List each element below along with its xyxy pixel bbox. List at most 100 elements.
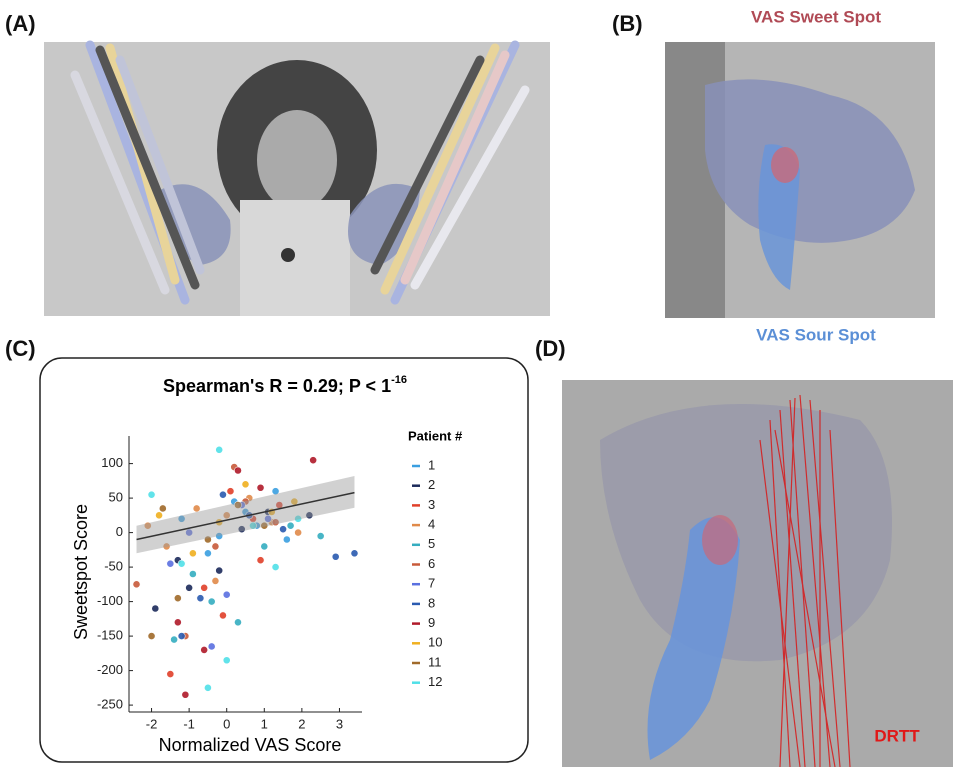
legend-label: 5 [428, 536, 435, 551]
point [234, 501, 242, 509]
chart-title: Spearman's R = 0.29; P < 1-16 [163, 374, 407, 396]
y-tick-label: -250 [97, 697, 123, 712]
legend-label: 10 [428, 635, 442, 650]
point [271, 518, 280, 527]
point [222, 590, 231, 599]
point [286, 521, 295, 530]
point [192, 504, 201, 513]
legend-title: Patient # [408, 428, 463, 443]
point [215, 532, 224, 540]
point [177, 632, 186, 640]
legend-label: 2 [428, 477, 435, 492]
point [147, 632, 156, 640]
point [226, 487, 235, 496]
x-axis-label: Normalized VAS Score [159, 735, 342, 755]
point [219, 490, 227, 499]
panel-b-image [665, 42, 935, 318]
y-tick-label: 0 [116, 524, 123, 539]
point [162, 542, 171, 551]
point [309, 456, 318, 465]
x-tick-label: 1 [261, 716, 268, 731]
point [305, 511, 314, 520]
title-superscript: -16 [391, 374, 407, 386]
y-tick-label: -50 [104, 559, 123, 574]
point [181, 690, 190, 699]
panel-label: (D) [535, 336, 566, 361]
panel-label: (A) [5, 11, 36, 36]
point [256, 556, 265, 565]
point [151, 604, 160, 613]
point [219, 611, 227, 620]
point [200, 646, 209, 654]
legend-label: 12 [428, 674, 442, 689]
point [200, 583, 209, 592]
legend-label: 1 [428, 457, 435, 472]
point [260, 542, 269, 551]
point [158, 504, 167, 513]
fit-line [136, 491, 355, 541]
point [147, 490, 156, 499]
legend-label: 7 [428, 576, 435, 591]
point [143, 521, 152, 530]
sour-spot-label: VAS Sour Spot [756, 325, 876, 344]
point [185, 528, 194, 537]
point [237, 525, 246, 534]
x-tick-label: 0 [223, 716, 230, 731]
legend-label: 3 [428, 497, 435, 512]
y-axis-label: Sweetspot Score [71, 504, 91, 640]
point [215, 566, 224, 575]
point [350, 549, 359, 558]
legend-label: 8 [428, 595, 435, 610]
point [196, 594, 205, 603]
point [222, 656, 231, 665]
point [204, 549, 212, 558]
panel-label: (B) [612, 11, 643, 36]
point [185, 583, 194, 592]
confidence-band [136, 476, 355, 554]
point [234, 466, 242, 475]
legend-label: 9 [428, 615, 435, 630]
y-tick-label: 50 [109, 490, 123, 505]
x-tick-label: 2 [298, 716, 305, 731]
title-text: Spearman's R = 0.29; P < 1 [163, 376, 391, 396]
point [211, 542, 220, 551]
point [279, 525, 287, 534]
point [204, 535, 212, 544]
drtt-label: DRTT [874, 726, 920, 745]
point [256, 483, 265, 492]
point [234, 618, 242, 627]
x-tick-label: -1 [183, 716, 195, 731]
point [204, 683, 212, 692]
point [177, 514, 186, 523]
panel-d-image [562, 380, 953, 768]
legend-label: 11 [428, 654, 442, 669]
point [294, 528, 303, 537]
point [249, 521, 257, 530]
point [132, 580, 141, 589]
legend-label: 4 [428, 517, 435, 532]
point [316, 532, 325, 540]
x-tick-label: -2 [146, 716, 158, 731]
y-tick-label: -200 [97, 662, 123, 677]
point [260, 521, 269, 530]
point [173, 594, 182, 603]
sweet-spot-label: VAS Sweet Spot [751, 7, 881, 26]
point [215, 445, 224, 454]
point [170, 635, 178, 644]
x-tick-label: 3 [336, 716, 343, 731]
point [282, 535, 291, 544]
point [166, 670, 175, 678]
point [207, 642, 216, 651]
point [211, 577, 220, 585]
legend-label: 6 [428, 556, 435, 571]
point [331, 552, 340, 561]
panel-a-image [44, 40, 550, 316]
y-tick-label: 100 [101, 455, 123, 470]
panel-label: (C) [5, 336, 36, 361]
point [155, 511, 163, 520]
y-tick-label: -100 [97, 593, 123, 608]
point [177, 559, 186, 568]
point [264, 514, 272, 523]
point [271, 563, 280, 571]
